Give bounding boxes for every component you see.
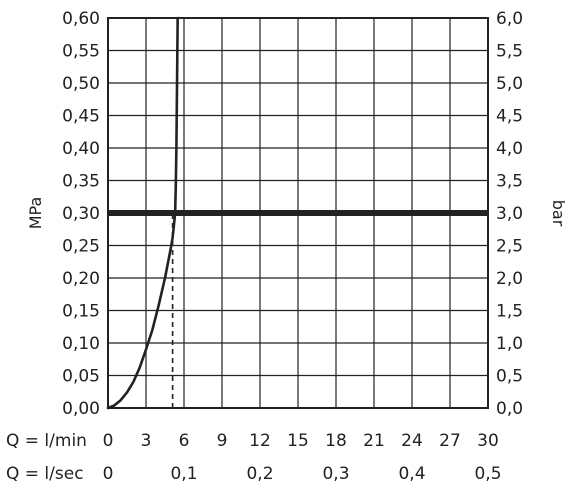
right-tick-label: 6,0: [496, 9, 523, 29]
right-tick-label: 1,5: [496, 302, 523, 322]
x-secondary-tick-label: 0,4: [398, 464, 425, 484]
right-tick-label: 4,5: [496, 107, 523, 127]
left-tick-label: 0,10: [62, 334, 100, 354]
right-tick-label: 0,0: [496, 399, 523, 419]
x-axis-ticks: 0 3 6 9 12 15 18 21 24 27 30: [103, 431, 499, 451]
x-tick-label: 24: [401, 431, 423, 451]
x-tick-label: 30: [477, 431, 499, 451]
x-tick-label: 21: [363, 431, 385, 451]
right-tick-label: 4,0: [496, 139, 523, 159]
x-secondary-tick-label: 0,1: [170, 464, 197, 484]
right-tick-label: 1,0: [496, 334, 523, 354]
x-axis-secondary-ticks: 0 0,1 0,2 0,3 0,4 0,5: [103, 464, 502, 484]
x-axis-label: Q = l/min: [6, 431, 87, 451]
x-secondary-tick-label: 0,3: [322, 464, 349, 484]
left-tick-label: 0,50: [62, 74, 100, 94]
right-tick-label: 5,5: [496, 42, 523, 62]
right-tick-label: 2,0: [496, 269, 523, 289]
x-tick-label: 27: [439, 431, 461, 451]
left-tick-label: 0,30: [62, 204, 100, 224]
x-axis-secondary-label: Q = l/sec: [6, 464, 84, 484]
x-secondary-tick-label: 0,2: [246, 464, 273, 484]
right-tick-label: 3,5: [496, 172, 523, 192]
left-tick-label: 0,45: [62, 107, 100, 127]
flow-curve: [106, 16, 179, 410]
x-secondary-tick-label: 0: [103, 464, 114, 484]
left-axis-label: MPa: [26, 197, 45, 230]
right-tick-label: 2,5: [496, 237, 523, 257]
x-tick-label: 9: [217, 431, 228, 451]
x-secondary-tick-label: 0,5: [474, 464, 501, 484]
left-tick-label: 0,55: [62, 42, 100, 62]
grid: [108, 18, 488, 408]
left-tick-label: 0,25: [62, 237, 100, 257]
x-tick-label: 6: [179, 431, 190, 451]
left-tick-label: 0,15: [62, 302, 100, 322]
plot-frame: [107, 17, 489, 409]
left-tick-label: 0,60: [62, 9, 100, 29]
left-tick-label: 0,20: [62, 269, 100, 289]
x-tick-label: 18: [325, 431, 347, 451]
x-tick-label: 15: [287, 431, 309, 451]
left-axis-ticks: 0,00 0,05 0,10 0,15 0,20 0,25 0,30 0,35 0,40 0,45…: [62, 9, 100, 419]
x-tick-label: 0: [103, 431, 114, 451]
right-axis-label: bar: [549, 200, 568, 227]
left-tick-label: 0,00: [62, 399, 100, 419]
x-tick-label: 3: [141, 431, 152, 451]
right-tick-label: 0,5: [496, 367, 523, 387]
right-axis-ticks: 0,0 0,5 1,0 1,5 2,0 2,5 3,0 3,5 4,0 4,5 5,0 5,5 6,0: [496, 9, 523, 419]
right-tick-label: 3,0: [496, 204, 523, 224]
series-layer: [106, 16, 179, 410]
left-tick-label: 0,40: [62, 139, 100, 159]
left-tick-label: 0,35: [62, 172, 100, 192]
left-tick-label: 0,05: [62, 367, 100, 387]
right-tick-label: 5,0: [496, 74, 523, 94]
x-tick-label: 12: [249, 431, 271, 451]
